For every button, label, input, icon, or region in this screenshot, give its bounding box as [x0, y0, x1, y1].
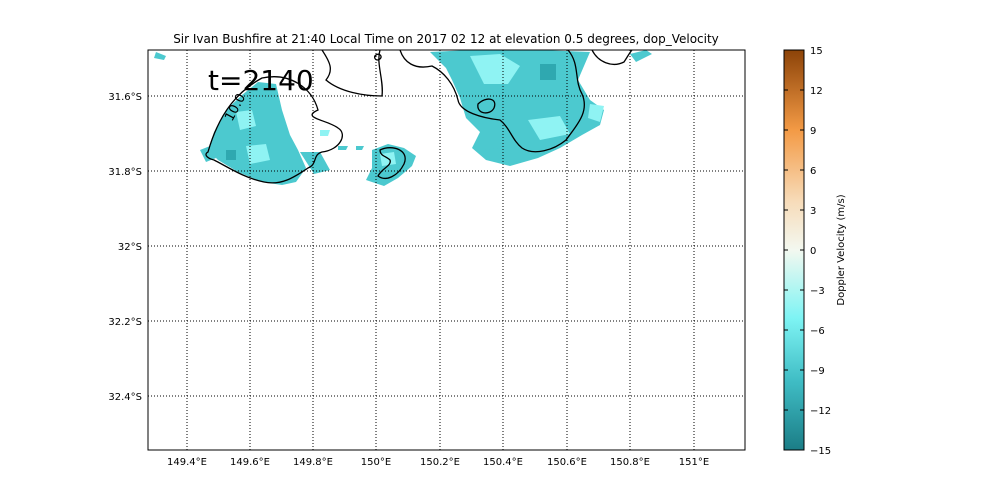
lat-tick-label: 32.2°S [108, 317, 142, 328]
colorbar-tick-label: 12 [810, 86, 823, 97]
lat-tick-label: 32.4°S [108, 392, 142, 403]
lon-tick-label: 150.2°E [420, 457, 460, 468]
colorbar-tick-label: −9 [810, 366, 825, 377]
colorbar-tick-label: 9 [810, 126, 816, 137]
map-title: Sir Ivan Bushfire at 21:40 Local Time on… [173, 32, 719, 46]
radar-echo-west [154, 52, 306, 185]
lon-tick-labels: 149.4°E 149.6°E 149.8°E 150°E 150.2°E 150.4°E… [167, 457, 709, 468]
colorbar-tick-label: −15 [810, 446, 831, 457]
lon-tick-label: 150.6°E [547, 457, 587, 468]
radar-map-content: 10.0 [154, 50, 652, 186]
colorbar-tick-label: −12 [810, 406, 831, 417]
lat-tick-label: 31.6°S [108, 92, 142, 103]
lon-tick-label: 149.8°E [293, 457, 333, 468]
lon-tick-label: 150.4°E [483, 457, 523, 468]
colorbar-tick-label: 6 [810, 166, 816, 177]
colorbar-label: Doppler Velocity (m/s) [836, 194, 847, 305]
colorbar-tick-label: 15 [810, 46, 823, 57]
lat-tick-label: 32°S [118, 242, 142, 253]
lon-tick-label: 150°E [361, 457, 391, 468]
colorbar-tick-label: −6 [810, 326, 825, 337]
radar-echo-east [430, 50, 652, 166]
lat-tick-labels: 31.6°S 31.8°S 32°S 32.2°S 32.4°S [108, 92, 142, 403]
colorbar-ticks: 15 12 9 6 3 0 −3 −6 −9 −12 −15 [784, 46, 831, 457]
contour-lines [205, 50, 633, 184]
time-label: t=2140 [208, 64, 314, 97]
map-frame [147, 49, 746, 451]
lon-tick-label: 150.8°E [610, 457, 650, 468]
colorbar-tick-label: 0 [810, 246, 816, 257]
lon-tick-label: 149.4°E [167, 457, 207, 468]
colorbar-tick-label: −3 [810, 286, 825, 297]
grid-lines [148, 50, 745, 450]
lat-tick-label: 31.8°S [108, 167, 142, 178]
colorbar-tick-label: 3 [810, 206, 816, 217]
lon-tick-label: 151°E [679, 457, 709, 468]
lon-tick-label: 149.6°E [230, 457, 270, 468]
